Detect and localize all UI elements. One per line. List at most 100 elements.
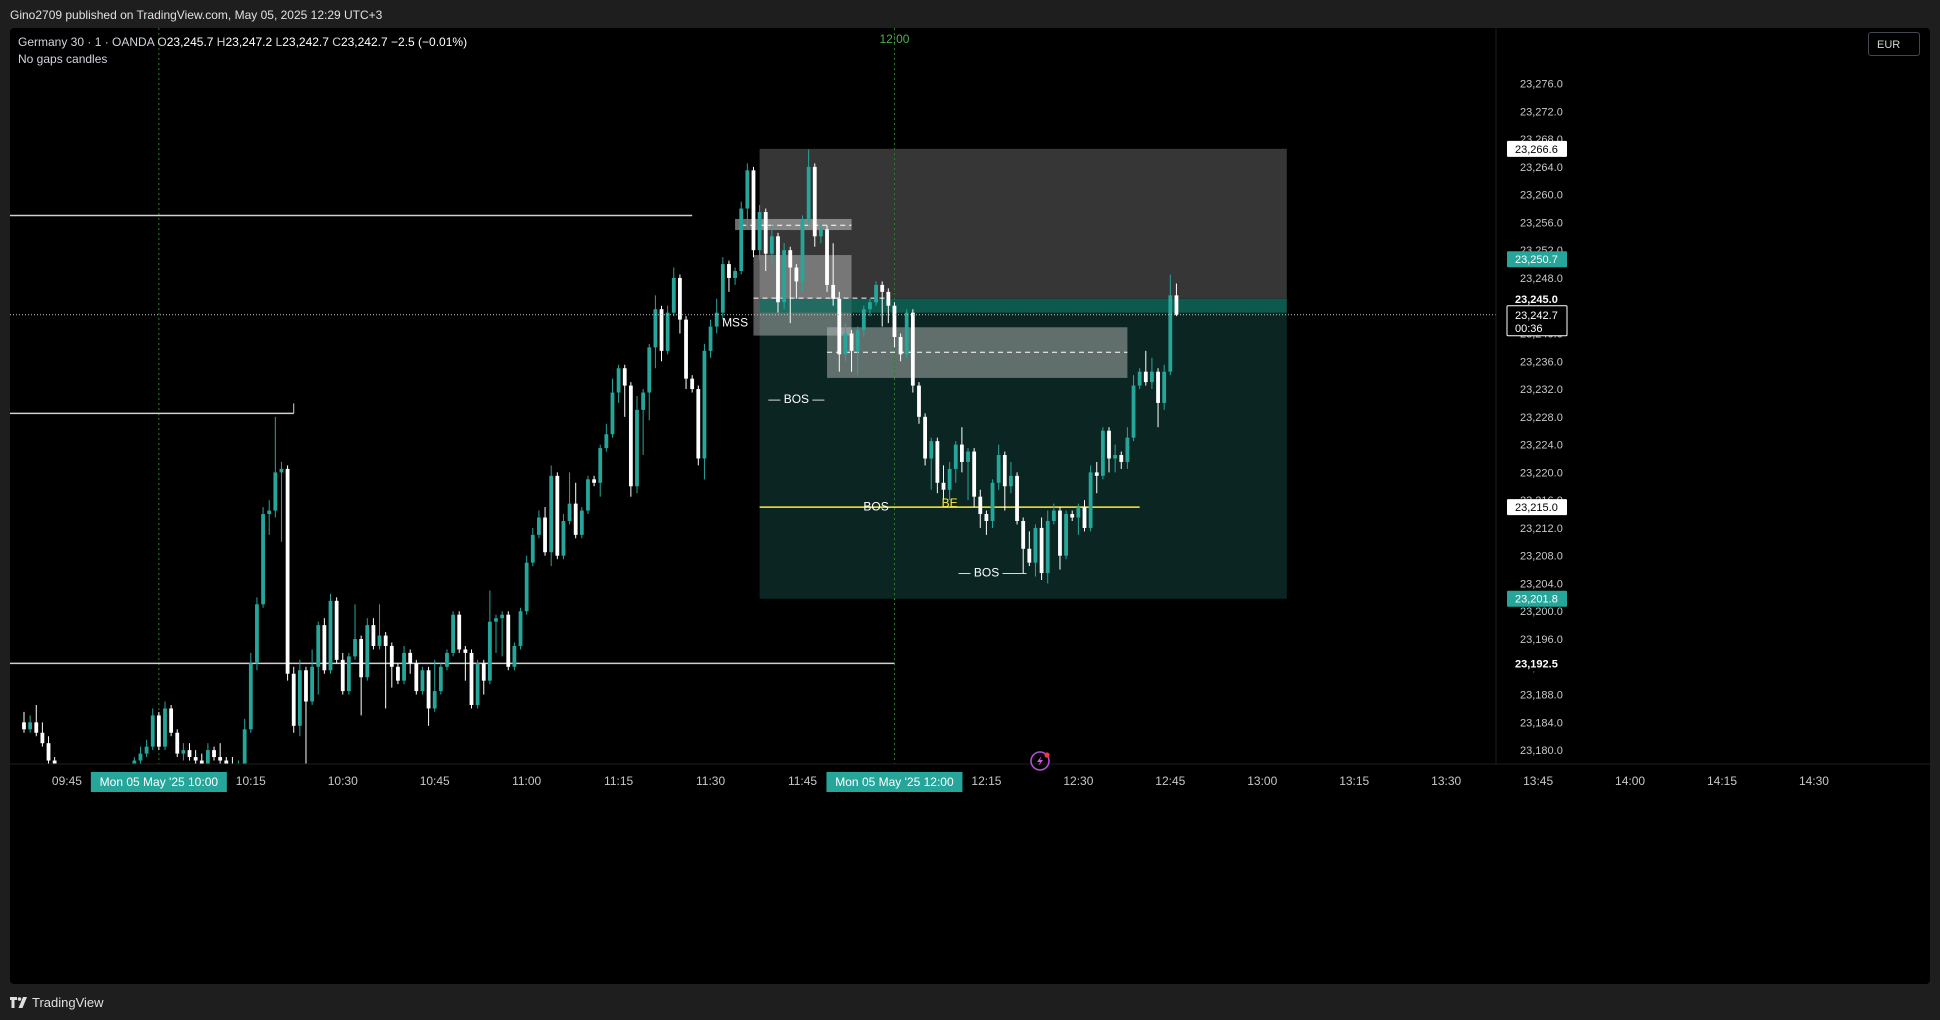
time-tick-label: 11:00	[512, 774, 541, 788]
candle	[359, 635, 364, 716]
candle	[65, 764, 69, 774]
candle-body	[237, 764, 241, 767]
candle	[353, 604, 357, 660]
candle-body	[794, 267, 799, 282]
price-tick-label: 23,276.0	[1520, 79, 1563, 91]
price-tick-label: 23,188.0	[1520, 690, 1563, 702]
candle	[708, 319, 713, 358]
candle-body	[500, 614, 505, 619]
time-tick-label: 09:45	[52, 774, 82, 788]
candle-body	[291, 673, 296, 726]
price-label-box	[1507, 140, 1567, 157]
candle	[487, 590, 492, 685]
candle-body	[763, 212, 768, 254]
price-label-text: 23,201.8	[1515, 594, 1558, 606]
time-highlight-label: Mon 05 May '25 12:00	[826, 772, 963, 792]
candle-body	[892, 305, 897, 337]
candle-body	[261, 514, 265, 605]
candle	[929, 437, 934, 490]
price-label-text: 23,192.5	[1515, 658, 1558, 670]
candle	[1150, 357, 1154, 390]
candle-body	[408, 652, 413, 664]
candle	[463, 645, 468, 681]
candle	[537, 510, 541, 539]
candle	[279, 461, 284, 542]
candle-body	[1076, 507, 1081, 518]
price-label: 23,242.700:36	[1506, 305, 1568, 337]
candle-body	[849, 333, 854, 351]
lightning-icon-dot	[1044, 752, 1050, 758]
candle	[720, 257, 725, 320]
candle	[690, 375, 695, 393]
entry-band	[759, 298, 1287, 313]
candle-body	[555, 475, 560, 556]
top-time-label: 12:00	[879, 32, 909, 46]
candle	[1094, 461, 1099, 494]
candle	[579, 507, 584, 539]
candle-body	[659, 309, 664, 351]
candle-body	[377, 635, 382, 646]
candle	[831, 243, 836, 306]
candle-body	[1070, 514, 1075, 518]
candle	[935, 437, 940, 494]
chart-pane[interactable]: MSS — BOS — BOS BE — BOS —— 12:00 23,276.0 23,2…	[10, 28, 1930, 984]
candle-body	[819, 229, 823, 237]
candle-body	[224, 760, 229, 764]
time-tick-label: 11:45	[788, 774, 817, 788]
candle	[1156, 368, 1160, 428]
tradingview-logo[interactable]: TradingView	[10, 995, 104, 1010]
candle	[635, 396, 639, 494]
candle-body	[806, 166, 811, 219]
candle	[855, 326, 860, 376]
candle	[316, 621, 321, 695]
chart-canvas[interactable]: MSS — BOS — BOS BE — BOS —— 12:00 23,276.0 23,2…	[10, 28, 1930, 984]
candle-body	[874, 284, 878, 303]
candle-body	[297, 670, 302, 726]
candle	[1051, 503, 1056, 525]
candle	[702, 343, 707, 480]
price-tick-label: 23,180.0	[1520, 745, 1563, 757]
price-tick-label: 23,200.0	[1520, 606, 1563, 618]
candle-body	[1051, 510, 1056, 521]
time-highlight-text: Mon 05 May '25 12:00	[835, 775, 954, 789]
candle-body	[34, 722, 39, 733]
candle-body	[978, 496, 983, 515]
candle-body	[52, 760, 57, 764]
candle	[334, 597, 339, 664]
candle	[745, 163, 750, 230]
order-block-b	[827, 327, 1128, 378]
candle-body	[812, 166, 817, 237]
candle	[163, 701, 167, 751]
candle-body	[1033, 527, 1038, 563]
candle	[843, 323, 848, 362]
price-tick-label: 23,248.0	[1520, 273, 1563, 285]
candle-body	[365, 625, 370, 678]
candle	[377, 604, 382, 650]
candle-body	[1168, 295, 1173, 372]
candle-body	[616, 368, 621, 393]
price-tick-label: 23,224.0	[1520, 440, 1563, 452]
indicator-name[interactable]: No gaps candles	[18, 52, 108, 66]
price-tick-label: 23,196.0	[1520, 634, 1563, 646]
candle	[996, 444, 1001, 490]
candle	[782, 243, 787, 310]
candle	[59, 764, 63, 771]
candle	[696, 385, 701, 466]
candle-body	[990, 482, 995, 521]
candle-body	[776, 236, 780, 303]
candle-body	[242, 729, 247, 764]
time-tick-label: 11:15	[604, 774, 633, 788]
price-label: 23,245.0	[1507, 290, 1567, 307]
candle	[328, 593, 333, 674]
ohlc-open-label: O	[157, 35, 167, 49]
currency-button[interactable]: EUR	[1868, 32, 1920, 56]
candle	[653, 295, 658, 369]
candle	[512, 642, 517, 671]
candle	[1058, 507, 1062, 570]
candle	[959, 427, 964, 473]
candle	[898, 333, 903, 362]
candle	[1088, 465, 1093, 532]
candle-body	[1021, 520, 1026, 549]
candle-body	[586, 479, 590, 511]
symbol-title[interactable]: Germany 30 · 1 · OANDA	[18, 35, 155, 49]
